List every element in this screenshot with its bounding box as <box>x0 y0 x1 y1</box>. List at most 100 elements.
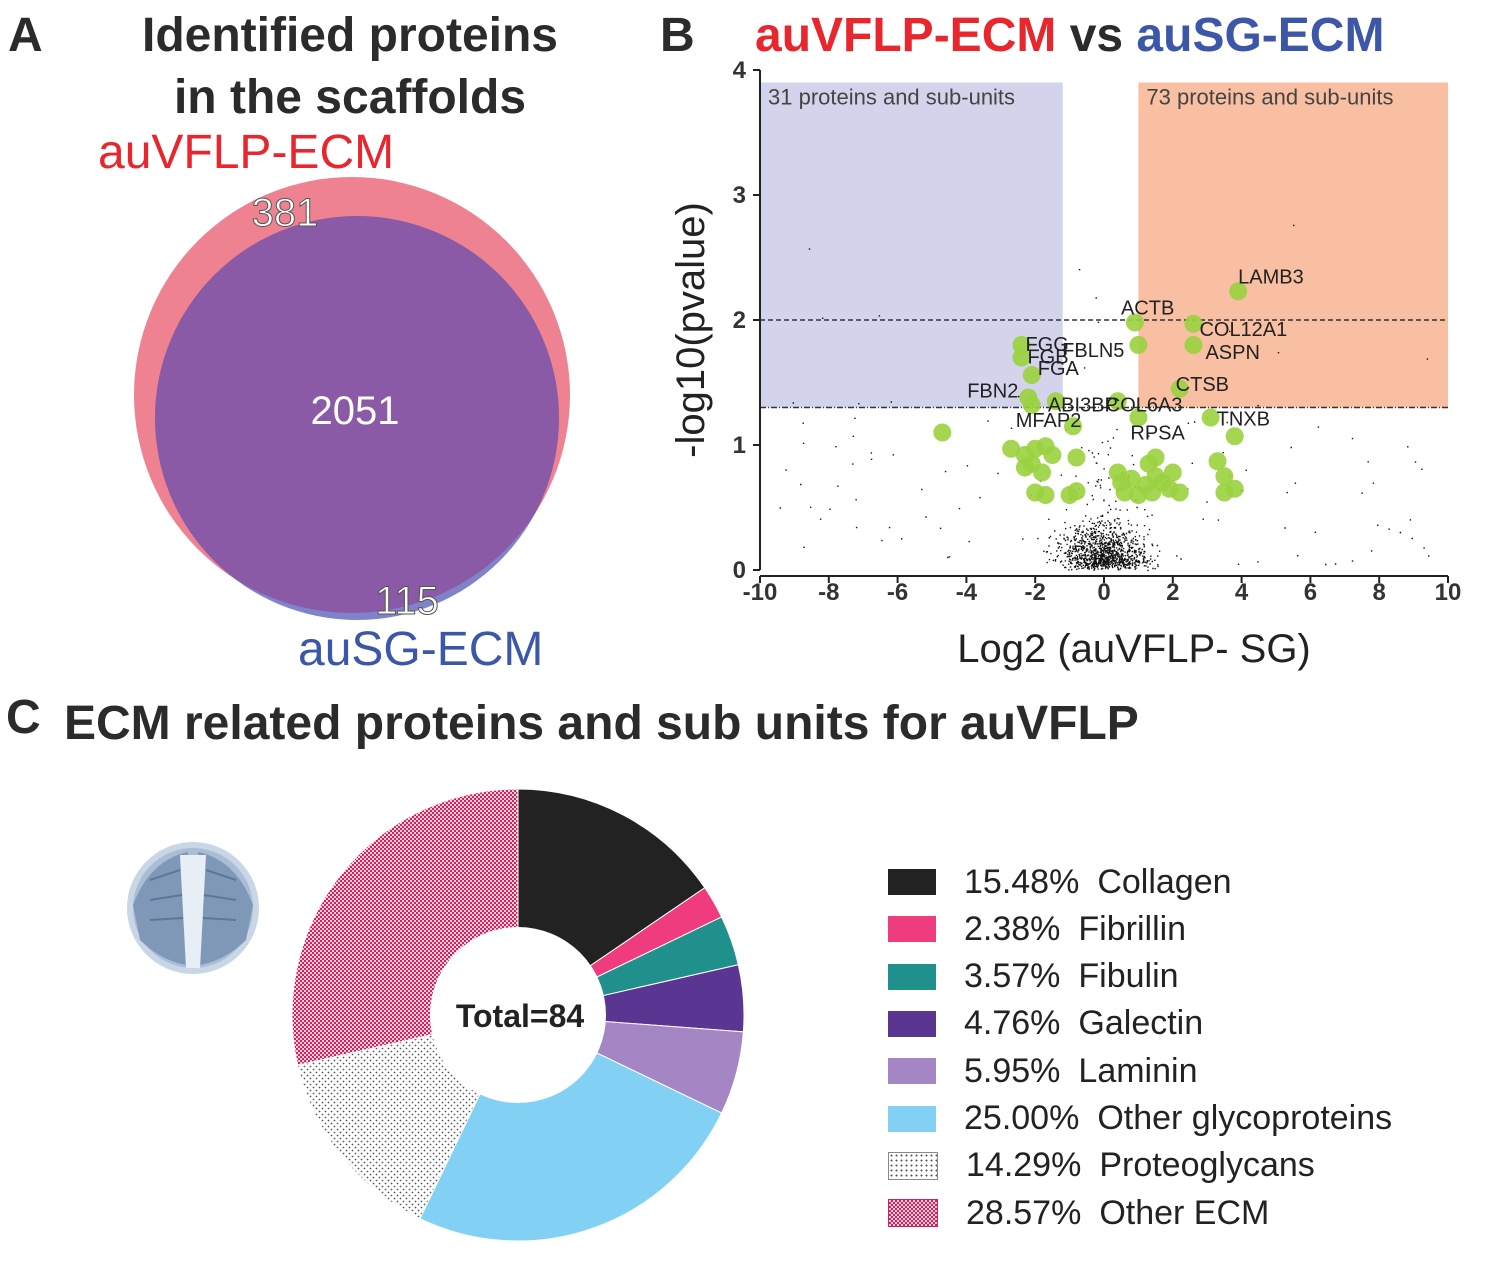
y-tick-label: 1 <box>733 432 746 459</box>
point-label-lamb3: LAMB3 <box>1238 266 1304 288</box>
legend-percent: 14.29% <box>966 1146 1082 1185</box>
ecm-point <box>1015 458 1034 477</box>
point-label-col6a3: COL6A3 <box>1106 394 1183 416</box>
ecm-point <box>1136 476 1155 494</box>
x-tick-label: 8 <box>1373 579 1386 606</box>
legend-name: Proteoglycans <box>1099 1146 1315 1185</box>
y-tick-label: 3 <box>733 182 746 209</box>
volcano-region-label-right: 73 proteins and sub-units <box>1146 85 1393 110</box>
legend-percent: 25.00% <box>964 1099 1080 1137</box>
point-label-ctsb: CTSB <box>1176 374 1229 396</box>
legend-item-galectin: 4.76% Galectin <box>888 1004 1203 1044</box>
y-axis-label: -log10(pvalue) <box>669 202 713 458</box>
legend-item-other-glycoproteins: 25.00% Other glycoproteins <box>888 1099 1392 1139</box>
ecm-point-aspn <box>1184 336 1203 354</box>
ecm-point <box>1225 427 1244 446</box>
ecm-point-ctsb <box>1170 379 1189 398</box>
x-tick-label: -2 <box>1025 579 1046 606</box>
ecm-point <box>1208 452 1227 471</box>
ecm-point-col12a1 <box>1184 314 1203 333</box>
legend-swatch <box>888 869 936 895</box>
volcano-plot: 31 proteins and sub-units 73 proteins and… <box>669 57 1461 671</box>
legend-name: Fibulin <box>1078 957 1179 996</box>
point-label-fgg: FGG <box>1025 334 1068 356</box>
legend-swatch <box>888 1199 938 1228</box>
x-tick-label: 2 <box>1166 579 1179 606</box>
ecm-point-lamb3 <box>1229 282 1248 301</box>
ecm-point <box>1043 446 1062 464</box>
legend-swatch <box>888 916 936 943</box>
venn-count-both: 2051 <box>311 389 400 433</box>
point-label-actb: ACTB <box>1121 298 1174 320</box>
larynx-icon <box>127 842 259 974</box>
point-label-fgb: FGB <box>1027 347 1068 369</box>
ecm-point-actb <box>1125 313 1144 332</box>
panel-b-letter: B <box>660 9 695 62</box>
venn-overlap <box>155 216 559 613</box>
volcano-title-b: auSG-ECM <box>1136 9 1385 62</box>
ecm-point-tnxb <box>1201 408 1220 427</box>
legend-item-laminin: 5.95% Laminin <box>888 1051 1197 1091</box>
legend-name: Fibrillin <box>1078 909 1187 948</box>
x-tick-label: -4 <box>956 579 978 606</box>
legend-name: Laminin <box>1078 1051 1198 1090</box>
ecm-point <box>1215 467 1234 486</box>
ecm-point-abi3bp <box>1046 392 1065 411</box>
ecm-point <box>1163 463 1182 482</box>
x-tick-label: -10 <box>743 579 778 606</box>
x-tick-label: 0 <box>1097 579 1110 606</box>
legend-name: Other ECM <box>1099 1193 1270 1232</box>
legend-item-fibrillin: 2.38% Fibrillin <box>888 909 1186 949</box>
point-label-rpsa: RPSA <box>1130 423 1185 445</box>
legend-item-fibulin: 3.57% Fibulin <box>888 957 1179 997</box>
legend-swatch <box>888 1105 936 1132</box>
legend-swatch <box>888 1010 936 1037</box>
venn-count-only-a: 381 <box>252 191 319 235</box>
venn-title-line2: in the scaffolds <box>173 71 527 124</box>
legend-percent: 15.48% <box>964 862 1080 901</box>
legend-percent: 4.76% <box>964 1004 1061 1043</box>
ecm-point <box>1033 463 1052 482</box>
legend-swatch <box>888 963 936 990</box>
legend-swatch <box>888 1151 938 1180</box>
venn-count-only-b: 115 <box>375 579 439 623</box>
ecm-point-fga <box>1022 366 1041 384</box>
donut-title: ECM related proteins and sub units for a… <box>64 697 1139 750</box>
volcano-title-a: auVFLP-ECM <box>755 9 1057 62</box>
point-label-col12a1: COL12A1 <box>1199 319 1287 341</box>
ecm-point <box>1170 483 1189 502</box>
panel-c-letter: C <box>6 691 41 744</box>
legend-percent: 2.38% <box>964 909 1061 948</box>
ecm-point <box>1064 417 1083 436</box>
point-label-mfap2: MFAP2 <box>1016 410 1082 432</box>
x-axis-label: Log2 (auVFLP- SG) <box>957 627 1311 671</box>
ecm-point <box>933 423 952 442</box>
ecm-point <box>1122 469 1141 488</box>
y-tick-label: 4 <box>733 57 747 84</box>
volcano-region-label-left: 31 proteins and sub-units <box>768 85 1015 110</box>
point-label-fbln5: FBLN5 <box>1062 340 1124 362</box>
x-tick-label: -8 <box>818 579 839 606</box>
legend-percent: 5.95% <box>964 1051 1061 1090</box>
ecm-point-rpsa <box>1129 408 1148 427</box>
y-tick-label: 0 <box>733 557 746 584</box>
legend-item-collagen: 15.48% Collagen <box>888 862 1232 902</box>
venn-set-a-label: auVFLP-ECM <box>98 126 395 179</box>
ecm-point <box>1067 482 1086 501</box>
legend-name: Other glycoproteins <box>1097 1099 1393 1137</box>
ecm-point <box>1225 479 1244 498</box>
point-label-abi3bp: ABI3BP <box>1048 394 1118 416</box>
ecm-point-col6a3 <box>1108 392 1127 411</box>
ecm-point <box>1036 486 1055 504</box>
venn-set-b-label: auSG-ECM <box>298 623 544 676</box>
ecm-point <box>1146 448 1165 467</box>
point-label-tnxb: TNXB <box>1217 409 1270 431</box>
x-tick-label: 6 <box>1304 579 1317 606</box>
legend-item-proteoglycans: 14.29% Proteoglycans <box>888 1146 1315 1186</box>
legend-percent: 28.57% <box>966 1193 1082 1232</box>
ecm-point-fgg <box>1012 336 1031 354</box>
panel-a-letter: A <box>8 9 43 62</box>
ecm-point <box>1002 439 1021 458</box>
volcano-title-vs: vs <box>1069 9 1124 62</box>
